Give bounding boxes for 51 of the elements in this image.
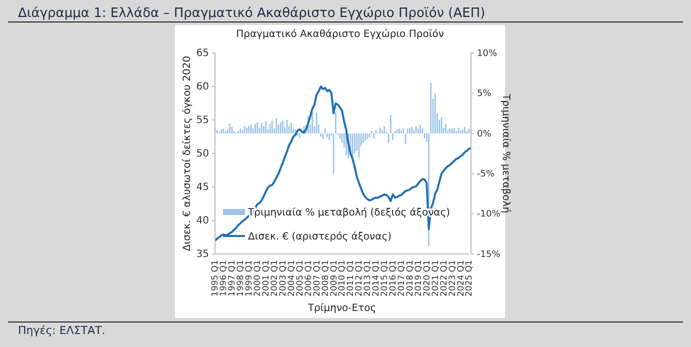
x-tick-label: 2008 Q1 (320, 260, 331, 296)
x-tick-label: 2006 Q1 (304, 260, 314, 296)
x-tick-label: 2001 Q1 (262, 260, 272, 296)
x-axis-title: Τρίμηνο-Ετος (306, 303, 376, 314)
x-tick-label: 2007 Q1 (312, 260, 322, 296)
x-tick-label: 2016 Q1 (388, 260, 399, 296)
chart-title: Διάγραμμα 1: Ελλάδα – Πραγματικό Ακαθάριστο Εγχώριο Προϊόν (ΑΕΠ) (18, 6, 486, 21)
x-tick-label: 2017 Q1 (396, 260, 407, 296)
x-tick-label: 1997 Q1 (228, 260, 238, 296)
chart-subtitle: Πραγματικό Ακαθάριστο Εγχώριο Προϊόν (236, 29, 444, 40)
y-tick-label: 55 (196, 115, 209, 126)
x-tick-label: 2004 Q1 (286, 260, 297, 296)
y2-tick-label: -15% (477, 250, 501, 260)
x-tick-label: 2002 Q1 (270, 260, 280, 296)
x-tick-label: 2021 Q1 (430, 260, 441, 296)
x-tick-label: 1995 Q1 (210, 260, 221, 296)
text: Πηγές: ΕΛΣΤΑΤ. (18, 324, 106, 337)
y-tick-label: 45 (196, 182, 209, 194)
y-tick-label: 65 (196, 48, 209, 60)
x-tick-label: 2014 Q1 (372, 260, 382, 296)
x-tick-label: 2013 Q1 (363, 260, 374, 296)
y-tick-label: 40 (196, 216, 209, 227)
x-tick-label: 2025 Q1 (464, 260, 475, 296)
x-tick-label: 1996 Q1 (219, 260, 230, 296)
x-tick-label: 2024 Q1 (456, 260, 466, 296)
x-tick-label: 2000 Q1 (253, 260, 264, 296)
x-tick-label: 2011 Q1 (346, 260, 356, 296)
x-tick-label: 2009 Q1 (329, 260, 340, 296)
x-tick-label: 1998 Q1 (236, 260, 246, 296)
y2-tick-label: -10% (477, 210, 501, 220)
x-tick-label: 2010 Q1 (338, 260, 348, 296)
y-axis-title: Δισεκ. € αλυσωτοί δείκτες όγκου 2020 (182, 56, 193, 252)
y2-tick-label: 10% (477, 48, 498, 59)
x-tick-label: 2019 Q1 (414, 260, 424, 296)
y-tick-label: 35 (196, 249, 209, 260)
x-tick-label: 2012 Q1 (354, 260, 365, 296)
x-tick-label: 1999 Q1 (244, 260, 255, 296)
y2-axis-title: Τριμηνιαία % μεταβολή (500, 92, 511, 214)
y2-tick-label: -5% (477, 169, 495, 180)
y-tick-label: 60 (196, 82, 209, 93)
x-tick-label: 2023 Q1 (448, 260, 458, 296)
y2-tick-label: 5% (477, 89, 492, 100)
x-tick-label: 2015 Q1 (380, 260, 390, 296)
x-tick-label: 2003 Q1 (278, 260, 288, 296)
legend-label: Δισεκ. € (αριστερός άξονας) (248, 232, 392, 242)
x-tick-label: 2022 Q1 (439, 260, 450, 296)
x-tick-label: 2018 Q1 (405, 260, 416, 296)
y2-tick-label: 0% (477, 129, 492, 140)
x-tick-label: 2020 Q1 (422, 260, 432, 296)
x-tick-label: 2005 Q1 (295, 260, 306, 296)
y-tick-label: 50 (196, 148, 209, 160)
